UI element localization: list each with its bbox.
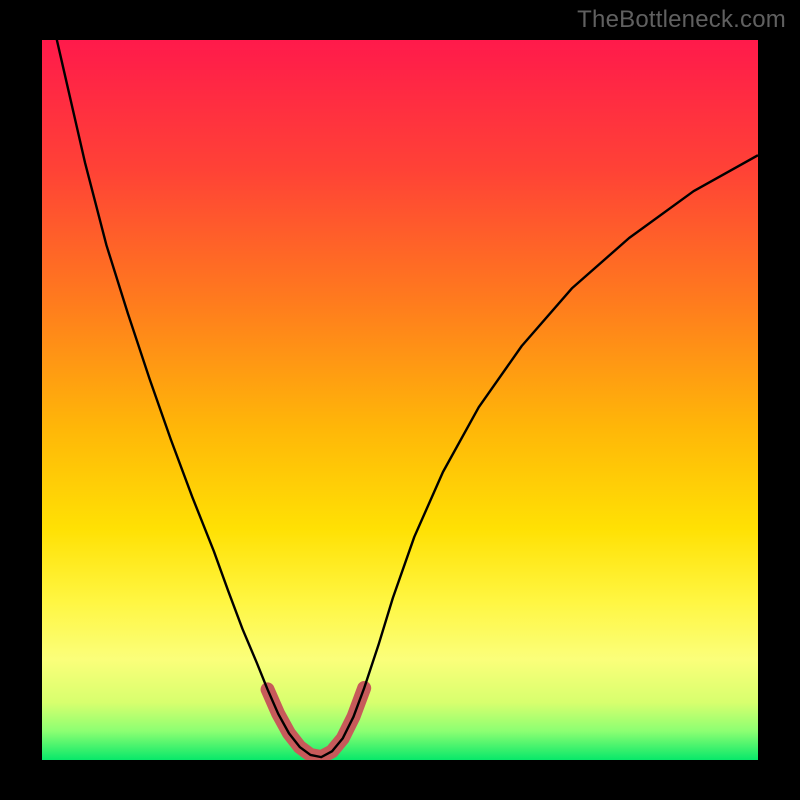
bottleneck-chart	[0, 0, 800, 800]
watermark-text: TheBottleneck.com	[577, 6, 786, 34]
chart-frame: TheBottleneck.com	[0, 0, 800, 800]
plot-background	[42, 40, 758, 760]
